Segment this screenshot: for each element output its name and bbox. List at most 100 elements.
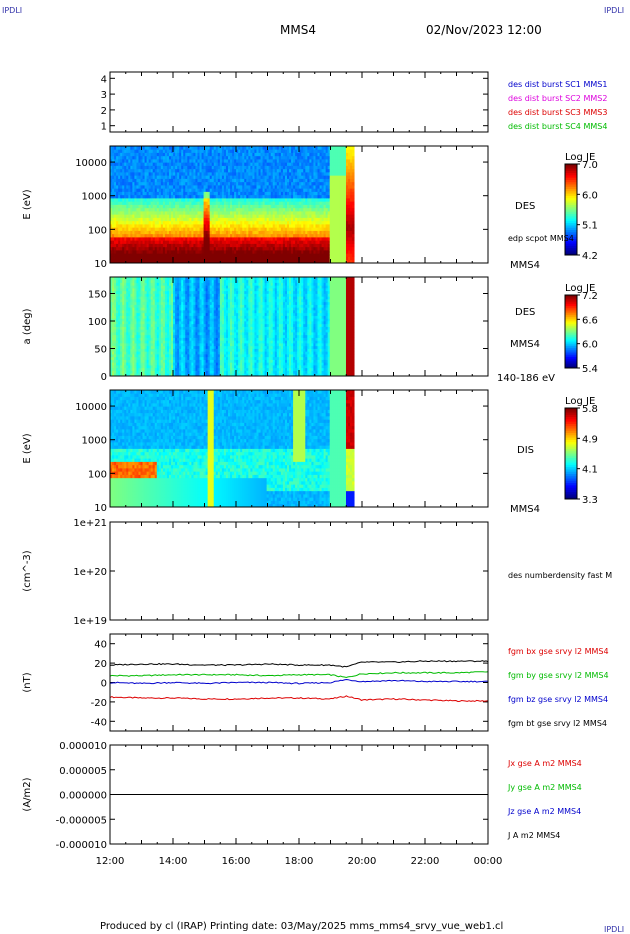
des-energy-cell <box>201 188 204 192</box>
des-energy-cell <box>199 204 202 209</box>
des-energy-cell <box>232 259 235 264</box>
des-energy-cell <box>264 162 268 166</box>
des-energy-cell <box>246 233 249 238</box>
des-energy-cell <box>197 220 200 225</box>
des-energy-cell <box>230 224 233 228</box>
des-energy-cell <box>230 162 233 166</box>
des-energy-cell <box>166 253 170 257</box>
des-energy-cell <box>234 198 237 202</box>
des-energy-cell <box>223 152 227 157</box>
des-energy-cell <box>252 253 255 257</box>
des-energy-cell <box>124 159 127 163</box>
des-energy-cell <box>181 159 184 163</box>
des-energy-cell <box>130 175 133 179</box>
des-energy-cell <box>118 198 121 202</box>
des-energy-cell <box>227 191 231 196</box>
des-energy-cell <box>126 194 129 199</box>
des-energy-cell <box>156 159 160 163</box>
des-energy-cell <box>219 220 223 225</box>
des-energy-cell <box>134 243 137 248</box>
des-energy-cell <box>252 175 255 179</box>
des-energy-cell <box>240 146 243 150</box>
des-energy-cell <box>156 146 160 150</box>
des-energy-cell <box>146 237 150 241</box>
des-energy-cell <box>270 201 274 205</box>
des-energy-cell <box>195 259 198 264</box>
des-energy-cell <box>116 159 119 163</box>
des-energy-cell <box>201 152 204 157</box>
des-energy-cell <box>230 159 233 163</box>
des-energy-cell <box>138 207 141 212</box>
des-energy-cell <box>219 172 223 176</box>
des-energy-cell <box>203 217 207 222</box>
des-energy-cell <box>134 240 137 244</box>
des-energy-cell <box>150 178 154 183</box>
des-energy-cell <box>118 224 121 228</box>
des-energy-cell <box>244 185 247 189</box>
des-energy-cell <box>256 172 259 176</box>
des-energy-cell <box>110 172 113 176</box>
des-energy-cell <box>230 198 233 202</box>
des-energy-cell <box>221 165 225 170</box>
des-energy-cell <box>183 155 186 160</box>
des-energy-cell <box>152 181 156 186</box>
des-energy-cell <box>142 146 145 150</box>
des-energy-cell <box>209 165 213 170</box>
des-energy-cell <box>230 214 233 218</box>
des-energy-cell <box>240 152 243 157</box>
des-energy-cell <box>205 181 209 186</box>
des-energy-cell <box>248 253 251 257</box>
des-energy-cell <box>187 168 190 173</box>
des-energy-cell <box>154 165 158 170</box>
des-energy-cell <box>250 250 253 254</box>
des-energy-cell <box>264 159 268 163</box>
des-energy-cell <box>240 162 243 166</box>
des-energy-cell <box>146 178 150 183</box>
des-energy-cell <box>152 204 156 209</box>
des-energy-cell <box>171 253 174 257</box>
des-energy-cell <box>219 227 223 231</box>
des-energy-cell <box>268 191 272 196</box>
des-energy-cell <box>144 243 148 248</box>
des-energy-cell <box>272 214 276 218</box>
des-energy-cell <box>138 149 141 153</box>
des-energy-cell <box>191 256 194 261</box>
des-energy-cell <box>240 233 243 238</box>
des-energy-cell <box>122 230 125 235</box>
des-energy-cell <box>230 243 233 248</box>
des-energy-cell <box>120 214 123 218</box>
des-energy-cell <box>110 155 113 160</box>
des-energy-cell <box>136 175 139 179</box>
des-energy-cell <box>205 198 209 202</box>
des-energy-cell <box>217 233 221 238</box>
des-energy-cell <box>207 185 211 189</box>
des-energy-cell <box>248 159 251 163</box>
des-energy-cell <box>232 211 235 215</box>
des-energy-cell <box>175 204 178 209</box>
des-energy-cell <box>234 159 237 163</box>
des-energy-cell <box>209 256 213 261</box>
des-energy-cell <box>254 172 257 176</box>
des-energy-cell <box>140 207 143 212</box>
des-energy-cell <box>232 149 235 153</box>
des-energy-cell <box>148 168 152 173</box>
des-energy-cell <box>162 201 166 205</box>
des-energy-cell <box>272 233 276 238</box>
des-energy-cell <box>166 250 170 254</box>
des-energy-cell <box>120 243 123 248</box>
des-energy-cell <box>213 162 217 166</box>
des-energy-cell <box>110 201 113 205</box>
des-energy-cell <box>225 253 229 257</box>
des-energy-cell <box>160 172 164 176</box>
des-energy-cell <box>126 162 129 166</box>
des-energy-cell <box>207 204 211 209</box>
des-energy-cell <box>152 194 156 199</box>
des-energy-cell <box>158 149 162 153</box>
des-energy-cell <box>221 188 225 192</box>
des-energy-cell <box>256 188 259 192</box>
des-energy-cell <box>120 165 123 170</box>
des-energy-cell <box>262 243 266 248</box>
des-energy-cell <box>199 207 202 212</box>
des-energy-cell <box>138 246 141 251</box>
des-energy-cell <box>144 240 148 244</box>
